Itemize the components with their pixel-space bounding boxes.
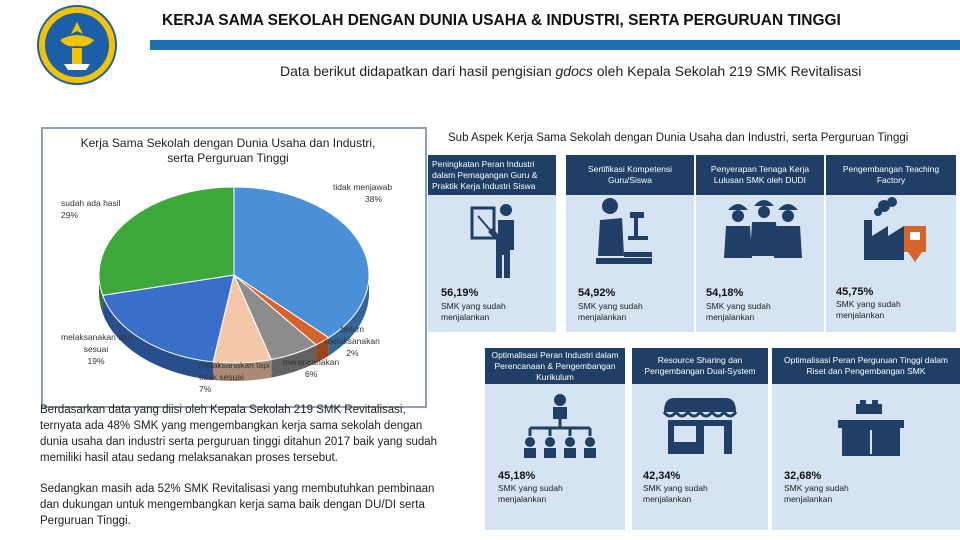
tut-wuri-handayani-logo: [37, 5, 117, 85]
pie-slice-5: [98, 186, 235, 296]
factory-icon: [864, 197, 926, 262]
label-melaksanakan-tidak-text1: melaksanakan tapi: [199, 360, 270, 370]
subtitle-emphasis: gdocs: [555, 63, 593, 79]
pie-slice-4: [101, 274, 235, 363]
workers-icon: [724, 200, 802, 258]
pie-side-2: [271, 344, 317, 378]
pie-chart-panel: Kerja Sama Sekolah dengan Dunia Usaha da…: [41, 127, 427, 408]
label-melaksanakan-tidak-sesuai: melaksanakan tapi tidak sesuai 7%: [199, 359, 270, 395]
teacher-board-icon: [470, 204, 514, 278]
label-merencanakan: merencanakan 6%: [283, 356, 339, 380]
aspect-3-percent: 54,18%: [706, 287, 744, 299]
aspect-4-desc: SMK yang sudah menjalankan: [836, 299, 901, 320]
aspect-6-desc: SMK yang sudah menjalankan: [643, 483, 708, 504]
pie-side-4: [102, 295, 214, 380]
label-belum-value: 2%: [346, 348, 359, 358]
label-melaksanakan-tidak-text2: tidak sesuai: [199, 372, 244, 382]
microscope-icon: [596, 198, 652, 264]
label-tidak-menjawab-value: 38%: [365, 194, 383, 204]
label-melaksanakan-sesuai-value: 19%: [87, 356, 105, 366]
store-icon: [662, 398, 738, 454]
label-tidak-menjawab-text: tidak menjawab: [333, 182, 393, 192]
subtitle: Data berikut didapatkan dari hasil pengi…: [280, 63, 861, 79]
aspect-7-title: Optimalisasi Peran Perguruan Tinggi dala…: [772, 348, 960, 384]
label-belum-melaksanakan: belum melaksanakan 2%: [325, 323, 380, 359]
label-belum-text2: melaksanakan: [325, 336, 380, 346]
aspect-4-percent: 45,75%: [836, 286, 874, 298]
aspect-3-desc: SMK yang sudah menjalankan: [706, 301, 771, 322]
label-merencanakan-text: merencanakan: [283, 357, 340, 367]
aspect-1-title: Peningkatan Peran Industri dalam Pemagan…: [428, 155, 556, 195]
aspect-3-title: Penyerapan Tenaga Kerja Lulusan SMK oleh…: [696, 155, 824, 195]
aspect-7-percent: 32,68%: [784, 470, 822, 482]
aspect-5-desc: SMK yang sudah menjalankan: [498, 483, 563, 504]
label-sudah-ada-hasil: sudah ada hasil 29%: [61, 197, 121, 221]
label-merencanakan-value: 6%: [304, 369, 318, 379]
title-underline: [150, 40, 960, 50]
subtitle-text-a: Data berikut didapatkan dari hasil pengi…: [280, 63, 556, 79]
hierarchy-icon: [524, 394, 596, 458]
summary-paragraph-2: Sedangkan masih ada 52% SMK Revitalisasi…: [40, 483, 435, 527]
aspect-7-desc: SMK yang sudah menjalankan: [784, 483, 849, 504]
aspect-2-percent: 54,92%: [578, 287, 616, 299]
label-sudah-ada-hasil-value: 29%: [61, 210, 79, 220]
pie-side-3: [213, 359, 272, 381]
pie-side-1: [316, 337, 329, 363]
pie-chart: [98, 186, 370, 381]
label-melaksanakan-sesuai-text1: melaksanakan dan: [61, 332, 133, 342]
pie-chart-title: Kerja Sama Sekolah dengan Dunia Usaha da…: [63, 136, 393, 166]
aspect-1-desc: SMK yang sudah menjalankan: [441, 301, 506, 322]
aspect-5-percent: 45,18%: [498, 470, 536, 482]
pie-title-line2: serta Perguruan Tinggi: [167, 151, 289, 165]
aspect-1-percent: 56,19%: [441, 287, 479, 299]
label-melaksanakan-sesuai: melaksanakan dan sesuai 19%: [61, 331, 133, 367]
aspect-5-title: Optimalisasi Peran Industri dalam Perenc…: [485, 348, 625, 384]
summary-paragraph-1: Berdasarkan data yang diisi oleh Kepala …: [40, 404, 438, 464]
sub-aspect-heading: Sub Aspek Kerja Sama Sekolah dengan Duni…: [448, 132, 909, 144]
aspect-6-title: Resource Sharing dan Pengembangan Dual-S…: [632, 348, 768, 384]
pie-slice-0: [233, 186, 370, 339]
subtitle-text-b: oleh Kepala Sekolah 219 SMK Revitalisasi: [592, 63, 862, 79]
aspect-2-desc: SMK yang sudah menjalankan: [578, 301, 643, 322]
label-sudah-ada-hasil-text: sudah ada hasil: [61, 198, 121, 208]
pie-title-line1: Kerja Sama Sekolah dengan Dunia Usaha da…: [80, 136, 376, 150]
label-tidak-menjawab: tidak menjawab 38%: [333, 181, 392, 205]
aspect-4-title: Pengembangan Teaching Factory: [826, 155, 956, 195]
page-title: KERJA SAMA SEKOLAH DENGAN DUNIA USAHA & …: [162, 12, 841, 29]
label-melaksanakan-tidak-value: 7%: [199, 384, 212, 394]
label-melaksanakan-sesuai-text2: sesuai: [83, 344, 109, 354]
pie-side-5: [99, 275, 103, 314]
reception-desk-icon: [838, 400, 904, 456]
aspect-6-percent: 42,34%: [643, 470, 681, 482]
aspect-2-title: Sertifikasi Kompetensi Guru/Siswa: [566, 155, 694, 195]
title-bar: KERJA SAMA SEKOLAH DENGAN DUNIA USAHA & …: [150, 6, 960, 50]
label-belum-text1: belum: [340, 324, 364, 334]
pie-side-0: [328, 275, 369, 356]
